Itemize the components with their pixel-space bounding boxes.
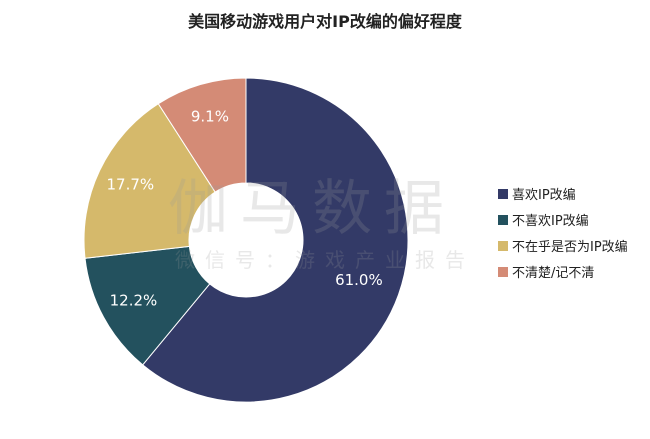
legend-label-indifferent: 不在乎是否为IP改编 [512,240,628,255]
legend-swatch-dislike-ip [498,214,508,225]
slice-label-unsure: 9.1% [191,108,229,126]
legend-item-dislike-ip: 不喜欢IP改编 [498,212,628,229]
legend: 喜欢IP改编 不喜欢IP改编 不在乎是否为IP改编 不清楚/记不清 [498,186,628,290]
legend-swatch-indifferent [498,240,508,251]
slice-label-like-ip: 61.0% [335,271,383,289]
legend-label-like-ip: 喜欢IP改编 [512,188,576,203]
legend-item-like-ip: 喜欢IP改编 [498,186,628,203]
legend-item-unsure: 不清楚/记不清 [498,264,628,281]
legend-item-indifferent: 不在乎是否为IP改编 [498,238,628,255]
slice-label-indifferent: 17.7% [107,176,155,194]
legend-swatch-like-ip [498,188,508,199]
donut-slice-unsure [157,77,247,193]
legend-swatch-unsure [498,266,508,277]
slice-label-dislike-ip: 12.2% [110,291,158,309]
legend-label-unsure: 不清楚/记不清 [512,266,595,281]
donut-slice-dislike-ip [84,245,211,366]
donut-slice-like-ip [142,77,409,403]
legend-label-dislike-ip: 不喜欢IP改编 [512,214,589,229]
donut-slice-indifferent [83,103,216,259]
chart-title: 美国移动游戏用户对IP改编的偏好程度 [188,12,462,31]
